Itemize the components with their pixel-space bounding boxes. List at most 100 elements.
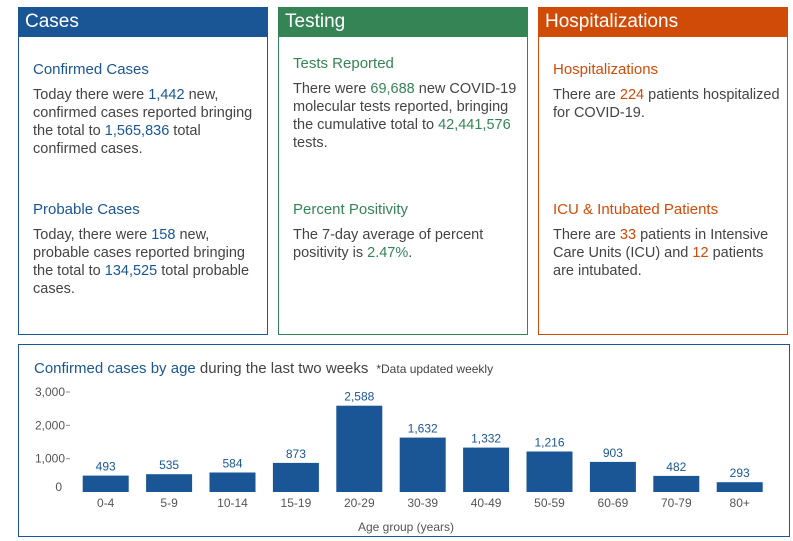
bar-labels-group: 493 535 584 873 2,588 1,632 1,332 1,216 903 482 29… xyxy=(96,390,750,481)
hospitalized-section: Hospitalizations There are 224 patients … xyxy=(553,61,781,122)
percent-positivity-section: Percent Positivity The 7-day average of … xyxy=(293,201,521,262)
tests-new-count: 69,688 xyxy=(370,81,415,97)
probable-text-1: Today, there were xyxy=(33,227,152,243)
bar-0-4 xyxy=(82,475,129,492)
probable-text-2: new, probable cases reported bringing th… xyxy=(33,227,245,279)
confirmed-text-3: total confirmed cases. xyxy=(33,123,201,157)
bar-value-label: 1,332 xyxy=(471,432,501,446)
x-tick-label: 0-4 xyxy=(97,496,115,510)
hospitalized-title: Hospitalizations xyxy=(553,61,659,78)
hospitalizations-card-body: Hospitalizations There are 224 patients … xyxy=(538,37,788,335)
percent-positivity-title: Percent Positivity xyxy=(293,201,409,218)
y-axis: 0 1,000 2,000 3,000 xyxy=(35,385,70,494)
y-tick-label: 2,000 xyxy=(35,418,65,432)
bar-value-label: 2,588 xyxy=(344,390,374,404)
probable-new-count: 158 xyxy=(151,227,176,243)
cases-card: Cases Confirmed Cases Today there were 1… xyxy=(18,7,268,335)
hospitalizations-header: Hospitalizations xyxy=(538,7,788,37)
y-tick-label: 0 xyxy=(55,480,62,494)
hospitalized-text: There are 224 patients hospitalized for … xyxy=(553,86,781,122)
bar-value-label: 1,632 xyxy=(408,422,438,436)
tests-text-2: new COVID-19 molecular tests reported, b… xyxy=(293,81,517,133)
x-tick-label: 20-29 xyxy=(344,496,375,510)
confirmed-text-1: Today there were xyxy=(33,87,149,103)
bars-group xyxy=(82,405,763,492)
confirmed-total: 1,565,836 xyxy=(104,123,170,139)
x-axis-title: Age group (years) xyxy=(358,520,454,534)
confirmed-new-count: 1,442 xyxy=(148,87,185,103)
hosp-count: 224 xyxy=(619,87,645,103)
bar-30-39 xyxy=(399,437,446,492)
tests-reported-title: Tests Reported xyxy=(293,55,394,72)
hosp-text-1: There are xyxy=(553,87,620,103)
bar-5-9 xyxy=(146,474,193,492)
confirmed-cases-title: Confirmed Cases xyxy=(33,61,149,78)
chart-title: Confirmed cases by age during the last t… xyxy=(34,360,493,377)
probable-cases-section: Probable Cases Today, there were 158 new… xyxy=(33,201,261,298)
probable-cases-text: Today, there were 158 new, probable case… xyxy=(33,226,261,298)
tests-total: 42,441,576 xyxy=(438,117,511,133)
x-tick-label: 40-49 xyxy=(471,496,502,510)
x-tick-label: 70-79 xyxy=(661,496,692,510)
age-bar-chart: Confirmed cases by age during the last t… xyxy=(34,360,763,534)
positivity-text-1: The 7-day average of percent positivity … xyxy=(293,227,484,261)
cases-card-body: Confirmed Cases Today there were 1,442 n… xyxy=(18,37,268,335)
icu-title: ICU & Intubated Patients xyxy=(553,201,719,218)
probable-total: 134,525 xyxy=(104,263,158,279)
testing-card: Testing Tests Reported There were 69,688… xyxy=(278,7,528,335)
x-axis-labels-group: 0-4 5-9 10-14 15-19 20-29 30-39 40-49 50-59 60-6… xyxy=(97,496,750,510)
testing-header: Testing xyxy=(278,7,528,37)
bar-value-label: 584 xyxy=(222,457,242,471)
bar-value-label: 535 xyxy=(159,458,179,472)
hospitalizations-card: Hospitalizations Hospitalizations There … xyxy=(538,7,788,335)
x-tick-label: 10-14 xyxy=(217,496,248,510)
confirmed-cases-section: Confirmed Cases Today there were 1,442 n… xyxy=(33,61,261,158)
icu-section: ICU & Intubated Patients There are 33 pa… xyxy=(553,201,781,280)
tests-text-3: tests. xyxy=(293,135,328,151)
bar-value-label: 873 xyxy=(286,447,306,461)
percent-positivity-text: The 7-day average of percent positivity … xyxy=(293,226,521,262)
x-tick-label: 60-69 xyxy=(598,496,629,510)
icu-text-3: patients are intubated. xyxy=(553,245,764,279)
bar-value-label: 1,216 xyxy=(534,436,564,450)
chart-title-prefix: Confirmed cases by age xyxy=(34,360,196,377)
icu-text-2: patients in Intensive Care Units (ICU) a… xyxy=(553,227,769,261)
chart-title-suffix: during the last two weeks xyxy=(196,360,369,377)
testing-card-body: Tests Reported There were 69,688 new COV… xyxy=(278,37,528,335)
bar-10-14 xyxy=(209,472,256,492)
cases-header: Cases xyxy=(18,7,268,37)
bar-70-79 xyxy=(653,475,700,492)
age-chart-panel: Confirmed cases by age during the last t… xyxy=(18,344,790,537)
x-tick-label: 30-39 xyxy=(407,496,438,510)
bar-20-29 xyxy=(336,405,383,492)
chart-note: *Data updated weekly xyxy=(376,362,493,376)
icu-text-1: There are xyxy=(553,227,620,243)
bar-value-label: 293 xyxy=(730,466,750,480)
positivity-text-2: . xyxy=(408,245,413,261)
y-tick-label: 3,000 xyxy=(35,385,65,399)
tests-text-1: There were xyxy=(293,81,371,97)
x-tick-label: 15-19 xyxy=(281,496,312,510)
icu-text: There are 33 patients in Intensive Care … xyxy=(553,226,781,280)
x-tick-label: 80+ xyxy=(730,496,750,510)
confirmed-cases-text: Today there were 1,442 new, confirmed ca… xyxy=(33,86,261,158)
x-tick-label: 50-59 xyxy=(534,496,565,510)
icu-count: 33 xyxy=(619,227,637,243)
bar-value-label: 903 xyxy=(603,446,623,460)
x-tick-label: 5-9 xyxy=(160,496,178,510)
bar-value-label: 493 xyxy=(96,460,116,474)
bar-50-59 xyxy=(526,451,573,492)
y-tick-label: 1,000 xyxy=(35,452,65,466)
bar-value-label: 482 xyxy=(666,460,686,474)
probable-text-3: total probable cases. xyxy=(33,263,250,297)
bar-15-19 xyxy=(272,462,319,492)
probable-cases-title: Probable Cases xyxy=(33,201,140,218)
bar-80+ xyxy=(716,482,763,492)
tests-reported-text: There were 69,688 new COVID-19 molecular… xyxy=(293,80,521,152)
bar-60-69 xyxy=(589,461,636,492)
tests-reported-section: Tests Reported There were 69,688 new COV… xyxy=(293,55,521,152)
bar-40-49 xyxy=(463,447,510,492)
confirmed-text-2: new, confirmed cases reported bringing t… xyxy=(33,87,253,139)
hosp-text-2: patients hospitalized for COVID-19. xyxy=(553,87,780,121)
intubated-count: 12 xyxy=(692,245,709,261)
